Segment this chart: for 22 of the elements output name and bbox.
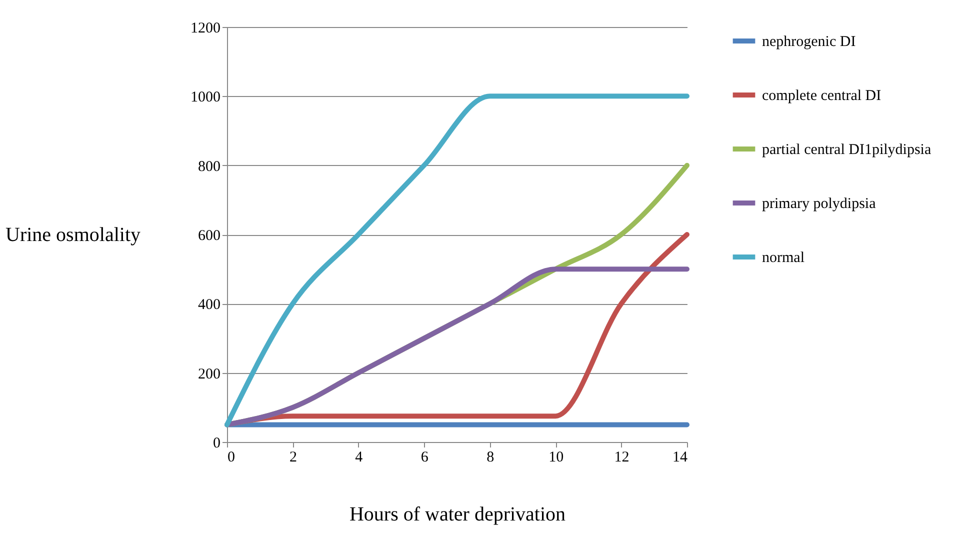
y-tick-label: 1000 bbox=[190, 90, 220, 106]
y-tick-label: 0 bbox=[213, 436, 220, 452]
y-tick-label: 400 bbox=[198, 297, 220, 314]
x-tick-label: 4 bbox=[355, 450, 364, 466]
x-tick-label: 14 bbox=[672, 450, 688, 466]
x-tick-label: 10 bbox=[548, 450, 564, 466]
legend-label: normal bbox=[762, 250, 804, 266]
legend-label: nephrogenic DI bbox=[762, 34, 856, 50]
legend-label: partial central DI1pilydipsia bbox=[762, 142, 932, 158]
x-tick-label: 12 bbox=[614, 450, 630, 466]
x-tick-label: 2 bbox=[289, 450, 297, 466]
y-tick-label: 200 bbox=[198, 366, 220, 382]
x-axis-title: Hours of water deprivation bbox=[349, 504, 566, 526]
y-tick-label: 800 bbox=[198, 158, 220, 175]
legend-label: primary polydipsia bbox=[762, 196, 876, 212]
x-tick-label: 8 bbox=[486, 450, 494, 466]
y-axis-title: Urine osmolality bbox=[6, 224, 140, 246]
legend-label: complete central DI bbox=[762, 88, 882, 104]
x-tick-label: 0 bbox=[228, 450, 235, 466]
y-tick-label: 1200 bbox=[190, 20, 220, 36]
x-tick-label: 6 bbox=[420, 450, 429, 466]
y-tick-label: 600 bbox=[198, 228, 220, 244]
